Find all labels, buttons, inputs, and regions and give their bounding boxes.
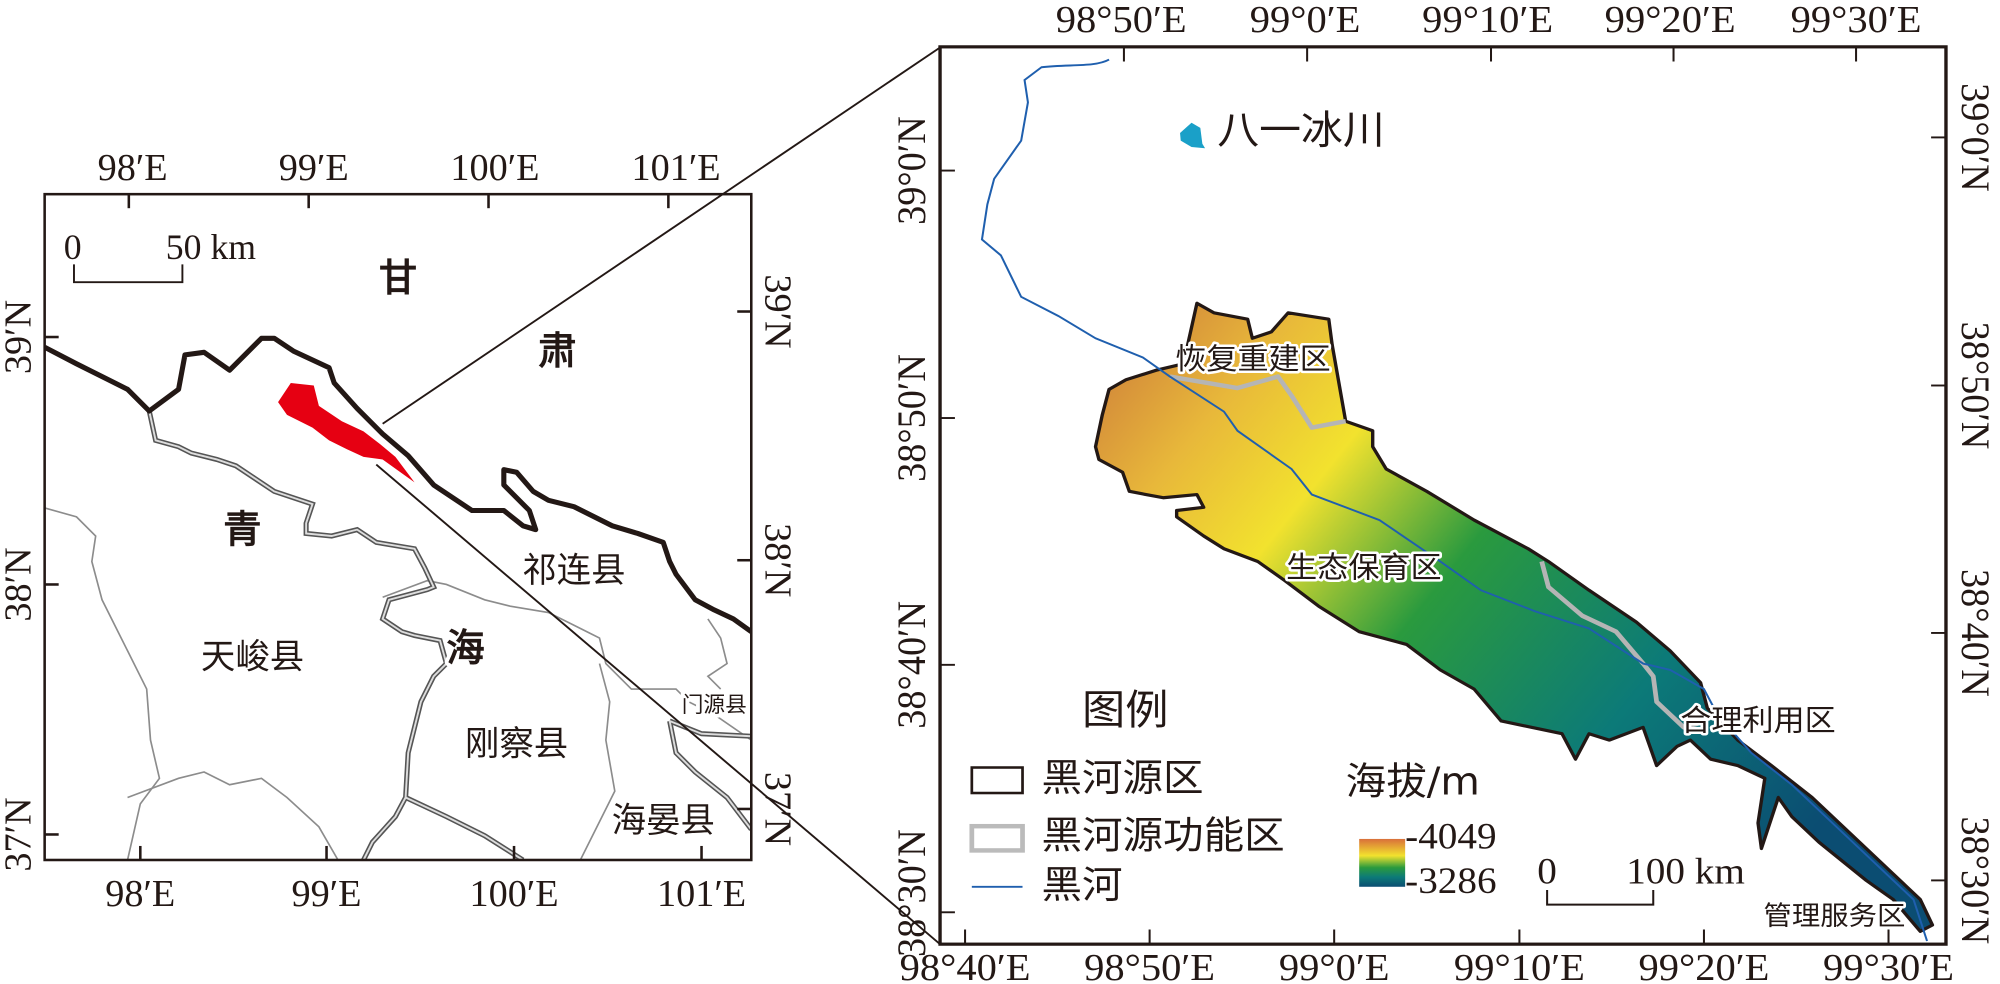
detail-ticks [940, 46, 1946, 945]
lon-label: 99°30′E [1791, 0, 1922, 41]
bayi-glacier [1180, 122, 1206, 149]
overview-lat-labels-right: 39′N 38′N 37′N [756, 274, 798, 846]
lat-label: 39°0′N [1953, 83, 1998, 192]
overview-scale-bar: 0 50 km [64, 227, 256, 284]
lon-label: 98′E [98, 147, 168, 189]
zone-labels: 恢复重建区 生态保育区 合理利用区 管理服务区 [1173, 340, 1908, 933]
lat-label: 39′N [756, 274, 798, 348]
province-label: 肃 [538, 330, 576, 373]
scale-start: 0 [64, 227, 82, 267]
province-boundary [44, 335, 752, 634]
county-label: 刚察县 [465, 725, 568, 763]
legend-item-label: 黑河源区 [1041, 756, 1203, 801]
lon-label: 100′E [450, 147, 539, 189]
scale-start: 0 [1537, 852, 1557, 893]
lon-label: 99′E [279, 147, 349, 189]
zone-label-restoration: 恢复重建区 [1175, 343, 1330, 376]
heihe-river [980, 58, 1929, 942]
prefecture-boundaries [146, 410, 752, 860]
legend: 图例 黑河源区 黑河源功能区 黑河 海拔/m -4049 -3286 [969, 686, 1497, 908]
lat-label: 38′N [0, 547, 40, 621]
lat-label: 39′N [0, 300, 40, 374]
heihe-source-area-highlight [278, 382, 415, 483]
glacier-label: 八一冰川 [1217, 107, 1385, 154]
county-label: 海晏县 [612, 802, 715, 840]
lon-label: 99°10′E [1454, 946, 1585, 984]
lat-label: 38°30′N [889, 829, 934, 957]
scale-end: 50 km [166, 227, 256, 267]
lon-label: 100′E [469, 873, 558, 915]
scale-end: 100 km [1626, 852, 1745, 893]
overview-lon-labels-bottom: 98′E 99′E 100′E 101′E [105, 873, 746, 915]
legend-item-label: 黑河源功能区 [1041, 814, 1284, 859]
detail-frame [938, 45, 1948, 946]
zone-label-utilization: 合理利用区 [1680, 704, 1835, 737]
legend-symbol-functional-zone [969, 823, 1025, 853]
county-label: 天峻县 [201, 639, 304, 677]
legend-item-label: 黑河 [1041, 863, 1122, 908]
lon-label: 101′E [631, 147, 720, 189]
lon-label: 99°30′E [1823, 946, 1954, 984]
lon-label: 98°50′E [1056, 0, 1187, 41]
detail-lat-labels-left: 39°0′N 38°50′N 38°40′N 38°30′N [889, 116, 934, 957]
lat-label: 37′N [756, 772, 798, 846]
overview-frame [43, 192, 753, 862]
elevation-legend-title: 海拔/m [1346, 759, 1480, 804]
county-label: 祁连县 [522, 552, 625, 590]
lat-label: 38°40′N [889, 601, 934, 729]
zone-label-service: 管理服务区 [1763, 901, 1905, 931]
detail-lon-labels-top: 98°50′E 99°0′E 99°10′E 99°20′E 99°30′E [1056, 0, 1922, 41]
lon-label: 98°50′E [1084, 946, 1215, 984]
detail-lon-labels-bottom: 98°40′E 98°50′E 99°0′E 99°10′E 99°20′E 9… [900, 946, 1954, 984]
lon-label: 99°20′E [1638, 946, 1769, 984]
overview-lon-labels-top: 98′E 99′E 100′E 101′E [98, 147, 721, 189]
detail-lat-labels-right: 39°0′N 38°50′N 38°40′N 38°30′N [1953, 83, 1998, 944]
lon-label: 99′E [292, 873, 362, 915]
lat-label: 39°0′N [889, 116, 934, 225]
legend-symbol-source-area [970, 766, 1024, 795]
overview-lat-labels-left: 39′N 38′N 37′N [0, 300, 40, 872]
lon-label: 98′E [105, 873, 175, 915]
heihe-source-area [1093, 301, 1935, 934]
lat-label: 38°50′N [1953, 322, 1998, 450]
lon-label: 99°20′E [1605, 0, 1736, 41]
detail-map: 八一冰川 恢复重建区 生态保育区 合理利用区 管理服务区 98°50′E 99°… [889, 0, 1998, 984]
inset-connector-lines [375, 46, 941, 945]
elevation-max-label: -4049 [1405, 816, 1496, 857]
lat-label: 38°40′N [1953, 569, 1998, 697]
county-boundaries [44, 507, 752, 860]
lat-label: 38°50′N [889, 354, 934, 482]
overview-map: 98′E 99′E 100′E 101′E 98′E 99′E 100′E 10… [0, 147, 798, 915]
overview-place-labels: 甘 肃 青 海 祁连县 天峻县 刚察县 门源县 海晏县 [201, 253, 751, 840]
lon-label: 101′E [657, 873, 746, 915]
province-label: 海 [446, 627, 484, 670]
zone-label-conservation: 生态保育区 [1286, 551, 1441, 584]
county-label: 门源县 [682, 693, 747, 717]
province-label: 青 [223, 508, 261, 551]
lon-label: 99°0′E [1250, 0, 1361, 41]
lon-label: 99°0′E [1279, 946, 1390, 984]
detail-scale-bar: 0 100 km [1537, 852, 1745, 906]
lon-label: 99°10′E [1422, 0, 1553, 41]
elevation-color-bar [1359, 838, 1406, 887]
overview-ticks [44, 194, 752, 860]
lat-label: 37′N [0, 797, 40, 871]
elevation-min-label: -3286 [1405, 861, 1496, 902]
province-label: 甘 [379, 257, 417, 300]
legend-title: 图例 [1082, 686, 1169, 734]
lat-label: 38′N [756, 523, 798, 597]
lat-label: 38°30′N [1953, 817, 1998, 945]
lon-label: 98°40′E [900, 946, 1031, 984]
